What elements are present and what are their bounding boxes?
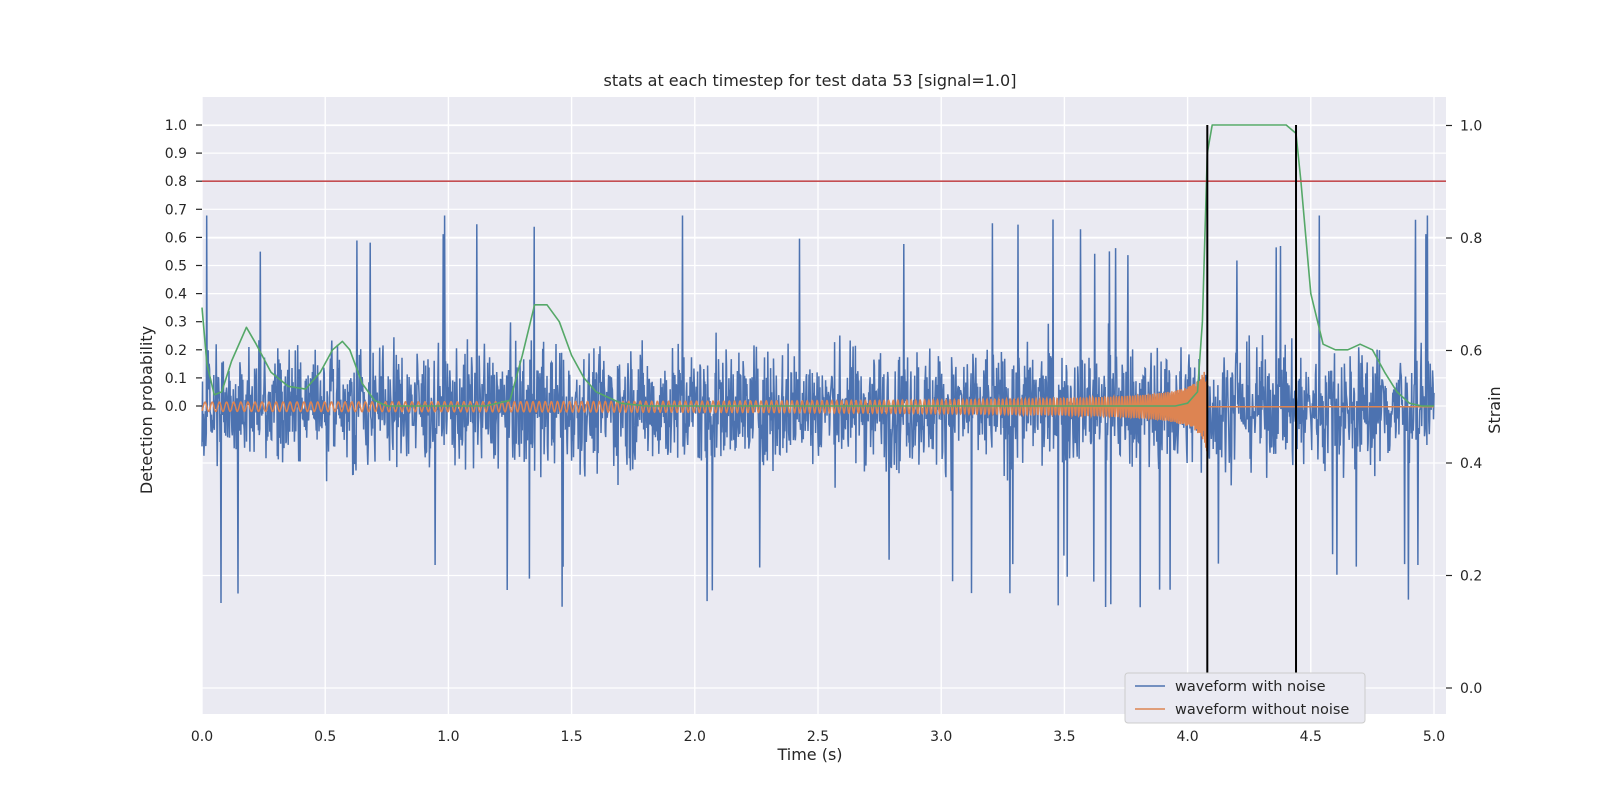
x-tick-label: 0.0 [191,729,213,745]
left-tick-label: 0.5 [165,259,187,275]
right-tick-label: 0.4 [1460,456,1482,472]
x-tick-label: 1.5 [560,729,582,745]
right-tick-label: 0.0 [1460,681,1482,697]
marker-lines [1206,125,1298,680]
right-axis-ticks: 0.0 0.2 0.4 0.6 0.8 1.0 [1446,119,1482,697]
left-tick-label: 0.8 [165,174,187,190]
x-tick-label: 5.0 [1423,729,1445,745]
x-tick-label: 0.5 [314,729,336,745]
series-detection-probability [201,124,1434,407]
probability-line [201,124,1434,407]
left-tick-label: 0.0 [165,399,187,415]
x-tick-label: 4.5 [1300,729,1322,745]
left-axis-ticks: 0.0 0.1 0.2 0.3 0.4 0.5 0.6 0.7 0.8 0.9 1.0 [165,118,202,415]
y-axis-label-right: Strain [1485,386,1504,433]
series-waveform-with-noise [201,215,1435,608]
x-axis-ticks: 0.0 0.5 1.0 1.5 2.0 2.5 3.0 3.5 4.0 4.5 5.0 [191,729,1445,745]
x-tick-label: 2.0 [684,729,706,745]
series-waveform-without-noise [201,371,1434,452]
legend-label-noisy: waveform with noise [1175,679,1326,695]
x-tick-label: 3.5 [1053,729,1075,745]
left-tick-label: 0.9 [165,146,187,162]
x-tick-label: 2.5 [807,729,829,745]
x-tick-label: 3.0 [930,729,952,745]
legend: waveform with noise waveform without noi… [1124,672,1366,724]
clean-waveform-line [201,371,1434,452]
x-tick-label: 4.0 [1176,729,1198,745]
left-tick-label: 1.0 [165,118,187,134]
left-tick-label: 0.7 [165,202,187,218]
x-tick-label: 1.0 [437,729,459,745]
legend-box [1124,672,1366,724]
left-tick-label: 0.6 [165,230,187,246]
right-tick-label: 0.6 [1460,344,1482,360]
left-tick-label: 0.3 [165,315,187,331]
left-tick-label: 0.1 [165,371,187,387]
legend-label-clean: waveform without noise [1175,702,1349,718]
left-tick-label: 0.2 [165,343,187,359]
left-tick-label: 0.4 [165,287,187,303]
right-tick-label: 1.0 [1460,119,1482,135]
noisy-waveform-line [201,215,1435,608]
y-axis-label-left: Detection probability [137,326,156,494]
chart-title: stats at each timestep for test data 53 … [604,71,1017,90]
right-tick-label: 0.8 [1460,231,1482,247]
x-axis-label: Time (s) [776,745,842,764]
right-tick-label: 0.2 [1460,569,1482,585]
